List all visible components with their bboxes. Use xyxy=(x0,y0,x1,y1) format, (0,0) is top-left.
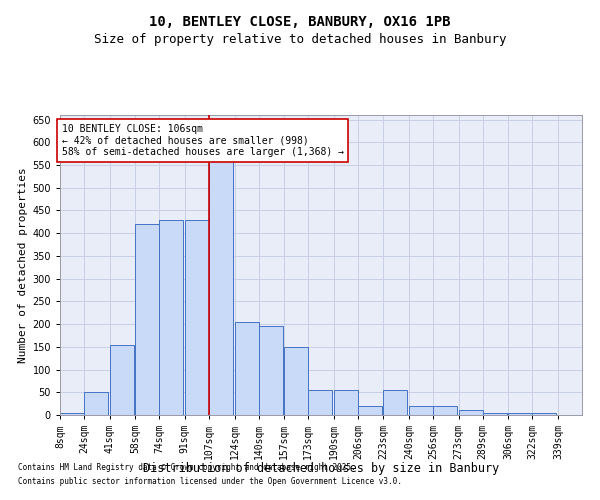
Bar xyxy=(508,412,532,415)
X-axis label: Distribution of detached houses by size in Banbury: Distribution of detached houses by size … xyxy=(143,462,499,475)
Bar xyxy=(334,390,358,415)
Bar xyxy=(135,224,159,415)
Bar xyxy=(383,390,407,415)
Text: Contains public sector information licensed under the Open Government Licence v3: Contains public sector information licen… xyxy=(18,477,402,486)
Bar xyxy=(358,406,382,415)
Bar xyxy=(532,412,556,415)
Bar xyxy=(458,410,483,415)
Y-axis label: Number of detached properties: Number of detached properties xyxy=(18,167,28,363)
Bar xyxy=(259,326,283,415)
Bar xyxy=(409,406,433,415)
Bar xyxy=(483,412,507,415)
Text: Size of property relative to detached houses in Banbury: Size of property relative to detached ho… xyxy=(94,32,506,46)
Bar xyxy=(433,406,457,415)
Text: 10 BENTLEY CLOSE: 106sqm
← 42% of detached houses are smaller (998)
58% of semi-: 10 BENTLEY CLOSE: 106sqm ← 42% of detach… xyxy=(62,124,344,158)
Bar xyxy=(308,390,332,415)
Bar xyxy=(235,322,259,415)
Text: 10, BENTLEY CLOSE, BANBURY, OX16 1PB: 10, BENTLEY CLOSE, BANBURY, OX16 1PB xyxy=(149,15,451,29)
Bar xyxy=(159,220,184,415)
Bar xyxy=(60,412,84,415)
Bar xyxy=(84,392,108,415)
Bar xyxy=(284,347,308,415)
Bar xyxy=(110,344,134,415)
Bar xyxy=(185,220,209,415)
Bar xyxy=(209,156,233,415)
Text: Contains HM Land Registry data © Crown copyright and database right 2025.: Contains HM Land Registry data © Crown c… xyxy=(18,464,356,472)
